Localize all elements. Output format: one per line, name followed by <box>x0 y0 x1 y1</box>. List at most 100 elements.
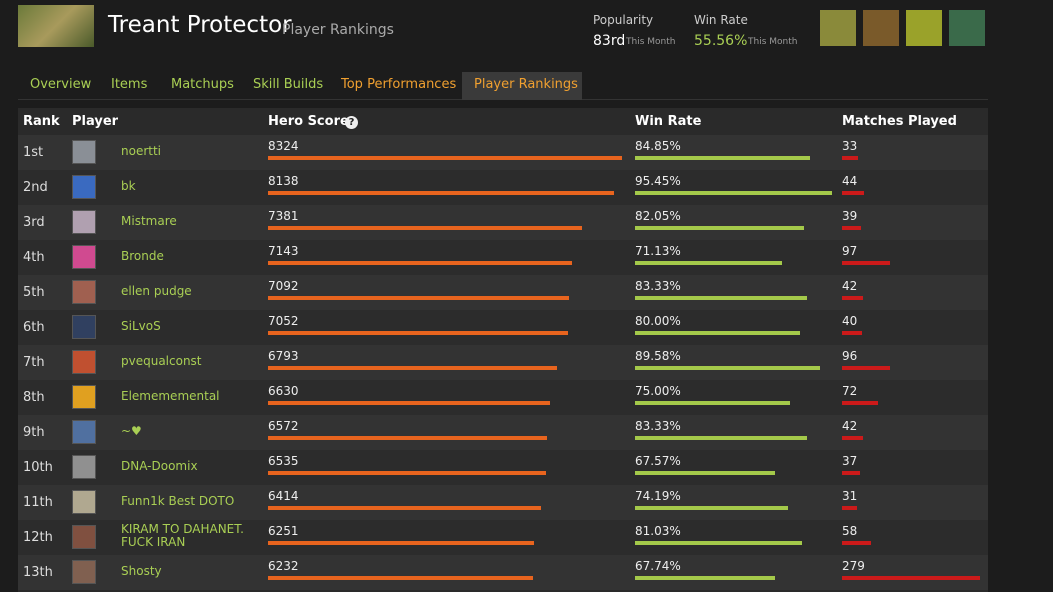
player-avatar[interactable] <box>72 315 96 339</box>
ability-icon[interactable] <box>906 10 942 46</box>
win-rate-bar <box>635 226 805 230</box>
player-avatar[interactable] <box>72 420 96 444</box>
hero-score-bar <box>268 576 533 580</box>
tab[interactable]: Items <box>111 77 148 92</box>
player-avatar[interactable] <box>72 560 96 584</box>
matches-played: 40 <box>842 314 858 328</box>
table-row: 7th pvequalconst 6793 89.58% 96 <box>18 345 988 380</box>
player-name[interactable]: ~♥ <box>121 424 142 438</box>
tab[interactable]: Skill Builds <box>253 77 324 92</box>
player-avatar[interactable] <box>72 350 96 374</box>
table-row: 10th DNA-Doomix 6535 67.57% 37 <box>18 450 988 485</box>
win-rate: 75.00% <box>635 384 681 398</box>
hero-score: 7092 <box>268 279 299 293</box>
player-name[interactable]: KIRAM TO DAHANET. FUCK IRAN <box>121 522 244 549</box>
rank: 13th <box>23 565 53 580</box>
table-row: 4th Bronde 7143 71.13% 97 <box>18 240 988 275</box>
player-name[interactable]: Elemememental <box>121 389 220 403</box>
hero-score: 8324 <box>268 139 299 153</box>
matches-played: 37 <box>842 454 858 468</box>
rank: 3rd <box>23 215 45 230</box>
win-rate: 74.19% <box>635 489 681 503</box>
win-rate-bar <box>635 296 808 300</box>
column-header: Player <box>72 114 119 129</box>
player-avatar[interactable] <box>72 385 96 409</box>
hero-score: 6414 <box>268 489 299 503</box>
player-name[interactable]: Mistmare <box>121 214 177 228</box>
table-row: 5th ellen pudge 7092 83.33% 42 <box>18 275 988 310</box>
hero-score-bar <box>268 261 572 265</box>
win-rate-bar <box>635 541 803 545</box>
player-name[interactable]: Shosty <box>121 564 162 578</box>
matches-played: 42 <box>842 419 858 433</box>
matches-bar <box>842 401 878 405</box>
ability-icon[interactable] <box>820 10 856 46</box>
rank: 6th <box>23 320 45 335</box>
win-rate-bar <box>635 331 801 335</box>
help-icon[interactable]: ? <box>345 116 358 129</box>
player-name[interactable]: Bronde <box>121 249 164 263</box>
player-name[interactable]: Funn1k Best DOTO <box>121 494 235 508</box>
tab[interactable]: Overview <box>30 77 92 92</box>
player-avatar[interactable] <box>72 525 96 549</box>
hero-score: 6535 <box>268 454 299 468</box>
win-rate-bar <box>635 471 775 475</box>
hero-score: 7381 <box>268 209 299 223</box>
win-rate-bar <box>635 436 808 440</box>
hero-score-bar <box>268 506 541 510</box>
rank: 10th <box>23 460 53 475</box>
player-avatar[interactable] <box>72 175 96 199</box>
hero-score-bar <box>268 191 614 195</box>
tab[interactable]: Matchups <box>171 77 234 92</box>
stat-value: 55.56% <box>694 33 748 49</box>
column-header: Rank <box>23 114 60 129</box>
hero-score: 6572 <box>268 419 299 433</box>
rank: 4th <box>23 250 45 265</box>
table-row: 6th SiLvoS 7052 80.00% 40 <box>18 310 988 345</box>
rank: 2nd <box>23 180 48 195</box>
player-name[interactable]: DNA-Doomix <box>121 459 198 473</box>
stat-note: This Month <box>748 37 798 47</box>
player-avatar[interactable] <box>72 490 96 514</box>
win-rate: 95.45% <box>635 174 681 188</box>
hero-portrait <box>18 5 94 47</box>
hero-score-bar <box>268 401 550 405</box>
win-rate: 80.00% <box>635 314 681 328</box>
stat-label: Popularity <box>593 13 654 27</box>
hero-score: 6630 <box>268 384 299 398</box>
rank: 11th <box>23 495 53 510</box>
player-name[interactable]: pvequalconst <box>121 354 202 368</box>
matches-played: 96 <box>842 349 858 363</box>
tab[interactable]: Top Performances <box>341 77 457 92</box>
tab[interactable]: Player Rankings <box>462 72 582 100</box>
player-name[interactable]: noertti <box>121 144 162 158</box>
hero-score: 7052 <box>268 314 299 328</box>
hero-score-bar <box>268 541 534 545</box>
table-row: 2nd bk 8138 95.45% 44 <box>18 170 988 205</box>
hero-score: 6232 <box>268 559 299 573</box>
player-name[interactable]: bk <box>121 179 136 193</box>
hero-score: 7143 <box>268 244 299 258</box>
table-row: 1st noertti 8324 84.85% 33 <box>18 135 988 170</box>
win-rate: 67.74% <box>635 559 681 573</box>
player-name[interactable]: SiLvoS <box>121 319 161 333</box>
column-header: Win Rate <box>635 114 702 129</box>
stat-label: Win Rate <box>694 13 748 27</box>
win-rate-bar <box>635 366 820 370</box>
player-avatar[interactable] <box>72 245 96 269</box>
hero-score-bar <box>268 156 622 160</box>
hero-score: 6793 <box>268 349 299 363</box>
matches-played: 33 <box>842 139 858 153</box>
player-avatar[interactable] <box>72 140 96 164</box>
player-avatar[interactable] <box>72 455 96 479</box>
ability-icon[interactable] <box>863 10 899 46</box>
player-name[interactable]: ellen pudge <box>121 284 192 298</box>
player-avatar[interactable] <box>72 280 96 304</box>
player-avatar[interactable] <box>72 210 96 234</box>
win-rate-bar <box>635 506 789 510</box>
ability-icon[interactable] <box>949 10 985 46</box>
hero-score: 6251 <box>268 524 299 538</box>
matches-played: 279 <box>842 559 865 573</box>
win-rate: 83.33% <box>635 279 681 293</box>
